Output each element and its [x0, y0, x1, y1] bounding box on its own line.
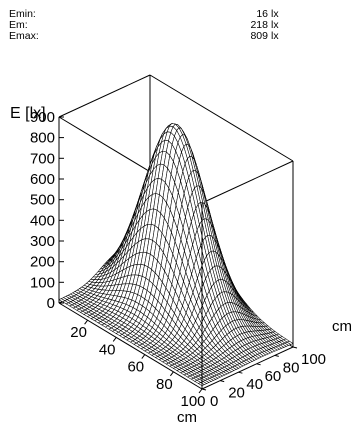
y-tick-label: 0 [210, 393, 218, 410]
y-tick-mark [274, 354, 279, 357]
z-tick-label: 900 [30, 109, 55, 126]
z-tick-label: 200 [30, 254, 55, 271]
box-edge [58, 302, 203, 390]
x-tick-label: 60 [127, 359, 144, 376]
stat-emin: Emin: 16 lx [9, 9, 284, 20]
y-tick-label: 40 [246, 376, 263, 393]
x-tick-mark [198, 388, 203, 394]
box-edge [201, 160, 294, 204]
stat-unit: lx [271, 19, 279, 31]
bounding-box-front [58, 203, 294, 390]
x-tick-label: 20 [70, 324, 87, 341]
stat-label: Emin: [9, 8, 36, 20]
stat-emax: Emax: 809 lx [9, 31, 284, 42]
y-tick-mark [292, 346, 298, 349]
stat-em: Em: 218 lx [9, 20, 284, 31]
box-edge [58, 74, 151, 118]
x-tick-mark [84, 319, 88, 325]
x-axis-label: cm [177, 409, 197, 425]
z-tick-label: 800 [30, 130, 55, 147]
stat-unit: lx [271, 30, 279, 42]
y-tick-label: 60 [265, 368, 282, 385]
box-edge [201, 346, 294, 390]
z-tick-label: 100 [30, 274, 55, 291]
y-tick-mark [256, 363, 261, 366]
y-tick-mark [201, 388, 207, 391]
stat-unit: lx [271, 8, 279, 20]
y-tick-mark [220, 380, 225, 383]
y-tick-label: 80 [283, 359, 300, 376]
y-tick-mark [238, 371, 243, 374]
z-tick-label: 500 [30, 192, 55, 209]
surface-cell [197, 382, 205, 387]
z-tick-label: 400 [30, 212, 55, 229]
z-tick-label: 700 [30, 150, 55, 167]
stat-label: Em: [9, 19, 28, 31]
stat-value: 218 [250, 19, 268, 31]
z-tick-label: 600 [30, 171, 55, 188]
x-tick-mark [141, 354, 146, 359]
box-edge [149, 74, 294, 162]
x-tick-label: 100 [180, 393, 205, 410]
z-tick-label: 300 [30, 233, 55, 250]
y-axis-label: cm [332, 318, 352, 335]
y-tick-label: 20 [228, 385, 245, 402]
x-tick-label: 80 [156, 376, 173, 393]
stat-label: Emax: [9, 30, 39, 42]
x-tick-label: 40 [99, 341, 116, 358]
stat-value: 16 [256, 8, 268, 20]
stats-panel: Emin: 16 lx Em: 218 lx Emax: 809 lx [9, 9, 284, 42]
z-tick-label: 0 [47, 295, 55, 312]
x-tick-mark [169, 371, 174, 377]
z-axis-label: E [lx] [10, 105, 46, 122]
x-tick-mark [112, 337, 117, 342]
surface-mesh [58, 123, 294, 387]
y-tick-label: 100 [301, 351, 326, 368]
stat-value: 809 [250, 30, 268, 42]
